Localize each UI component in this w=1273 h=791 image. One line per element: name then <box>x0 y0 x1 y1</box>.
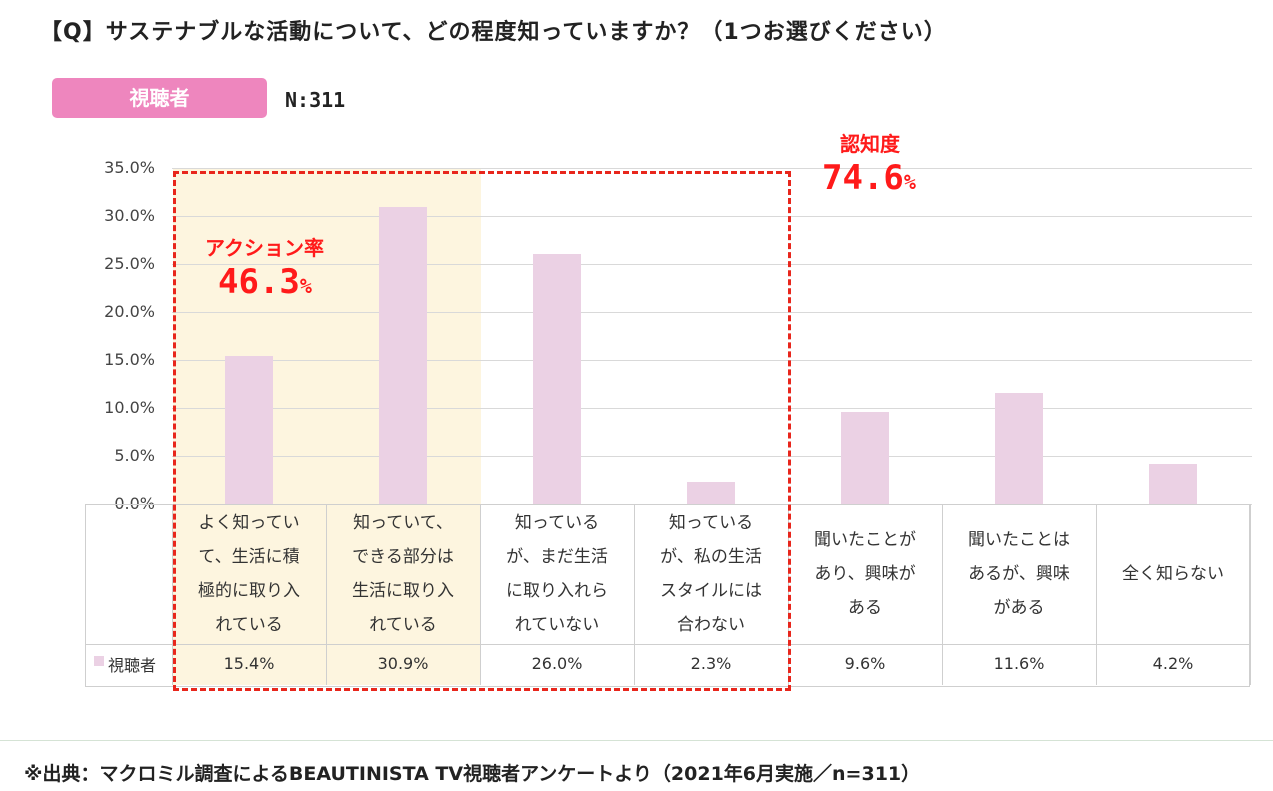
legend-label: 視聴者 <box>108 656 157 675</box>
table-column-divider <box>326 504 327 685</box>
category-label: 聞いたことが あり、興味が ある <box>788 523 942 625</box>
category-label-line: あるが、興味 <box>968 564 1070 584</box>
bar-4 <box>687 481 735 504</box>
data-value-label: 15.4% <box>223 654 275 673</box>
action-rate-title: アクション率 <box>205 236 324 260</box>
table-column-divider <box>1250 504 1251 685</box>
awareness-value: 74.6% <box>822 158 916 198</box>
category-label: よく知ってい て、生活に積 極的に取り入 れている <box>172 506 326 642</box>
action-dashed-frame <box>173 171 791 691</box>
data-value-label: 4.2% <box>1152 654 1194 673</box>
segment-badge: 視聴者 <box>52 78 267 118</box>
footer-divider <box>0 740 1273 741</box>
bar-1 <box>225 356 273 504</box>
y-tick-label: 35.0% <box>104 158 155 177</box>
legend-swatch <box>94 656 104 666</box>
category-label-line: が、私の生活 <box>660 547 762 567</box>
action-rate-value: 46.3% <box>218 262 312 302</box>
bar-3 <box>533 254 581 504</box>
bar-2 <box>379 207 427 504</box>
category-label-line: 知っている <box>668 513 754 533</box>
category-label-line: れている <box>215 615 283 635</box>
category-label-line: 全く知らない <box>1122 564 1224 584</box>
category-label-line: できる部分は <box>352 547 454 567</box>
category-label-line: よく知ってい <box>198 513 300 533</box>
gridline <box>172 216 1252 217</box>
category-label-line: 極的に取り入 <box>198 581 300 601</box>
table-column-divider <box>1096 504 1097 685</box>
y-tick-label: 30.0% <box>104 206 155 225</box>
y-tick-label: 15.0% <box>104 350 155 369</box>
category-label-line: れていない <box>514 615 600 635</box>
y-tick-label: 0.0% <box>114 494 155 513</box>
category-label-line: 聞いたことは <box>968 530 1070 550</box>
sample-size: N:311 <box>285 88 346 112</box>
gridline <box>172 408 1252 409</box>
y-tick-label: 25.0% <box>104 254 155 273</box>
data-value-label: 26.0% <box>531 654 583 673</box>
gridline <box>172 168 1252 169</box>
category-label-line: スタイルには <box>660 581 762 601</box>
category-label: 全く知らない <box>1096 557 1250 591</box>
data-value-label: 2.3% <box>690 654 732 673</box>
y-tick-label: 20.0% <box>104 302 155 321</box>
awareness-title: 認知度 <box>840 132 900 156</box>
gridline <box>172 360 1252 361</box>
category-label-line: が、まだ生活 <box>506 547 608 567</box>
gridline <box>172 456 1252 457</box>
category-label-line: 知っていて、 <box>353 513 453 533</box>
category-label-line: に取り入れら <box>506 581 608 601</box>
question-title: 【Q】サステナブルな活動について、どの程度知っていますか？（1つお選びください） <box>40 20 947 45</box>
data-table <box>85 504 1250 687</box>
table-column-divider <box>634 504 635 685</box>
category-label: 知っているが、私の生活 スタイルには 合わない <box>634 506 788 642</box>
category-label-line: 聞いたことが <box>814 530 916 550</box>
table-row-divider <box>85 644 1250 645</box>
table-column-divider <box>942 504 943 685</box>
category-label-line: 合わない <box>677 615 745 635</box>
category-label-line: ある <box>848 598 882 618</box>
y-tick-label: 5.0% <box>114 446 155 465</box>
category-label: 聞いたことは あるが、興味 がある <box>942 523 1096 625</box>
bar-7 <box>1149 463 1197 504</box>
gridline <box>172 264 1252 265</box>
table-column-divider <box>172 504 173 685</box>
source-note: ※出典：マクロミル調査によるBEAUTINISTA TV視聴者アンケートより（2… <box>24 763 921 785</box>
category-label-line: あり、興味が <box>814 564 916 584</box>
category-label-line: れている <box>369 615 437 635</box>
category-label-line: がある <box>993 598 1045 618</box>
bar-6 <box>995 392 1043 504</box>
data-value-label: 30.9% <box>377 654 429 673</box>
action-highlight-area <box>173 168 481 685</box>
category-label-line: 知っている <box>514 513 600 533</box>
gridline <box>172 312 1252 313</box>
category-label: 知っているが、まだ生活 に取り入れら れていない <box>480 506 634 642</box>
bar-5 <box>841 411 889 504</box>
y-tick-label: 10.0% <box>104 398 155 417</box>
table-column-divider <box>480 504 481 685</box>
category-label: 知っていて、 できる部分は 生活に取り入 れている <box>326 506 480 642</box>
data-value-label: 11.6% <box>993 654 1045 673</box>
category-label-line: 生活に取り入 <box>352 581 454 601</box>
data-value-label: 9.6% <box>844 654 886 673</box>
category-label-line: て、生活に積 <box>198 547 300 567</box>
